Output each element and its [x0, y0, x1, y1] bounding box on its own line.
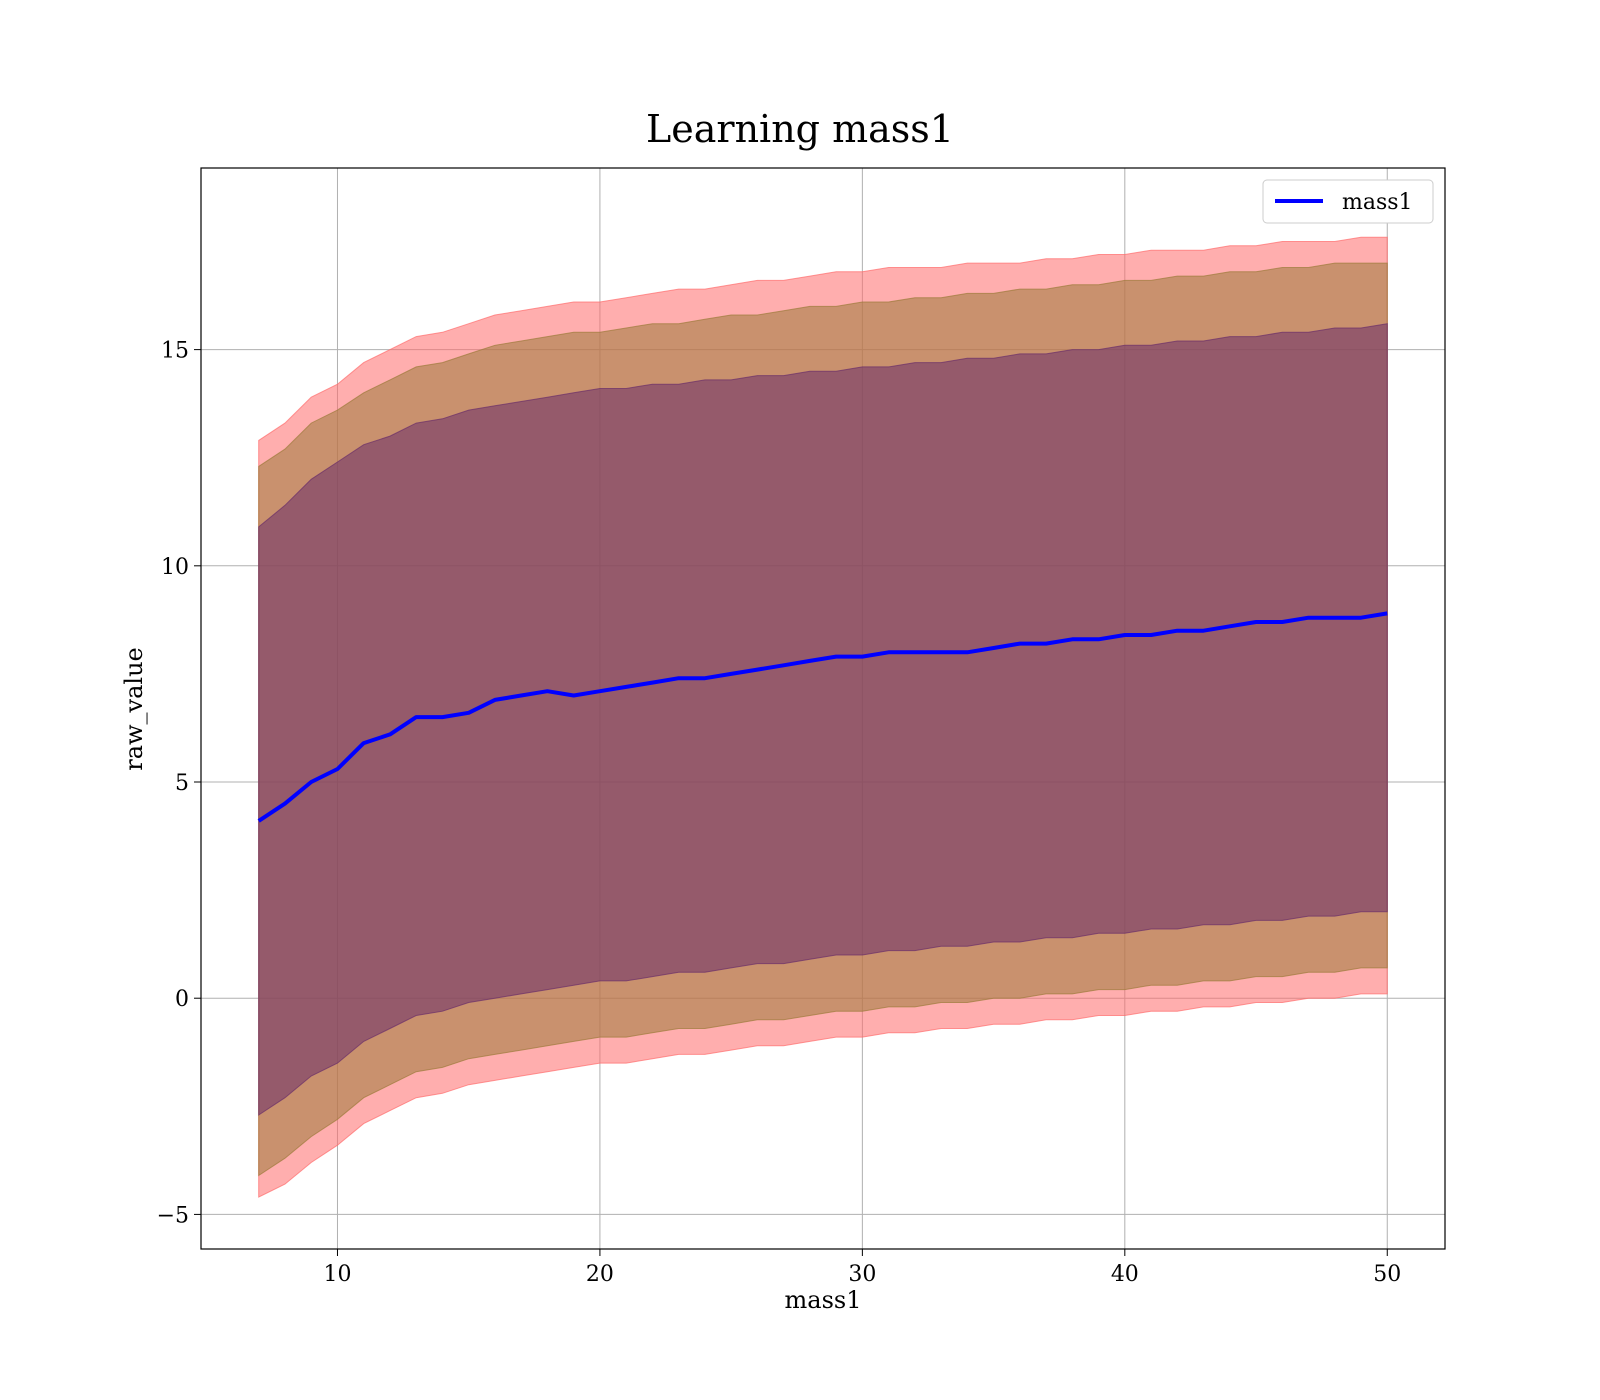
y-tick-label: 10 — [161, 555, 189, 580]
series-line — [257, 611, 1388, 823]
x-tick-label: 40 — [1111, 1262, 1139, 1287]
series-lines — [257, 611, 1388, 823]
ticks: 10 20 30 40 50 −5 0 5 10 15 — [157, 339, 1402, 1287]
legend-label: mass1 — [1342, 190, 1413, 215]
legend-box — [1262, 179, 1434, 224]
confidence-bands — [258, 236, 1388, 1198]
x-axis-label: mass1 — [785, 1286, 862, 1314]
y-tick-label: 15 — [161, 339, 189, 364]
y-axis-label: raw_value — [120, 647, 148, 771]
x-tick-label: 20 — [586, 1262, 614, 1287]
confidence-band — [258, 323, 1388, 1116]
legend: mass1 — [1262, 179, 1434, 224]
x-tick-label: 50 — [1373, 1262, 1401, 1287]
y-tick-label: 0 — [175, 987, 189, 1012]
y-tick-label: 5 — [175, 771, 189, 796]
x-tick-label: 10 — [323, 1262, 351, 1287]
chart-title: Learning mass1 — [646, 107, 954, 151]
x-tick-label: 30 — [848, 1262, 876, 1287]
plot-frame — [200, 167, 1446, 1250]
y-tick-label: −5 — [157, 1203, 189, 1228]
